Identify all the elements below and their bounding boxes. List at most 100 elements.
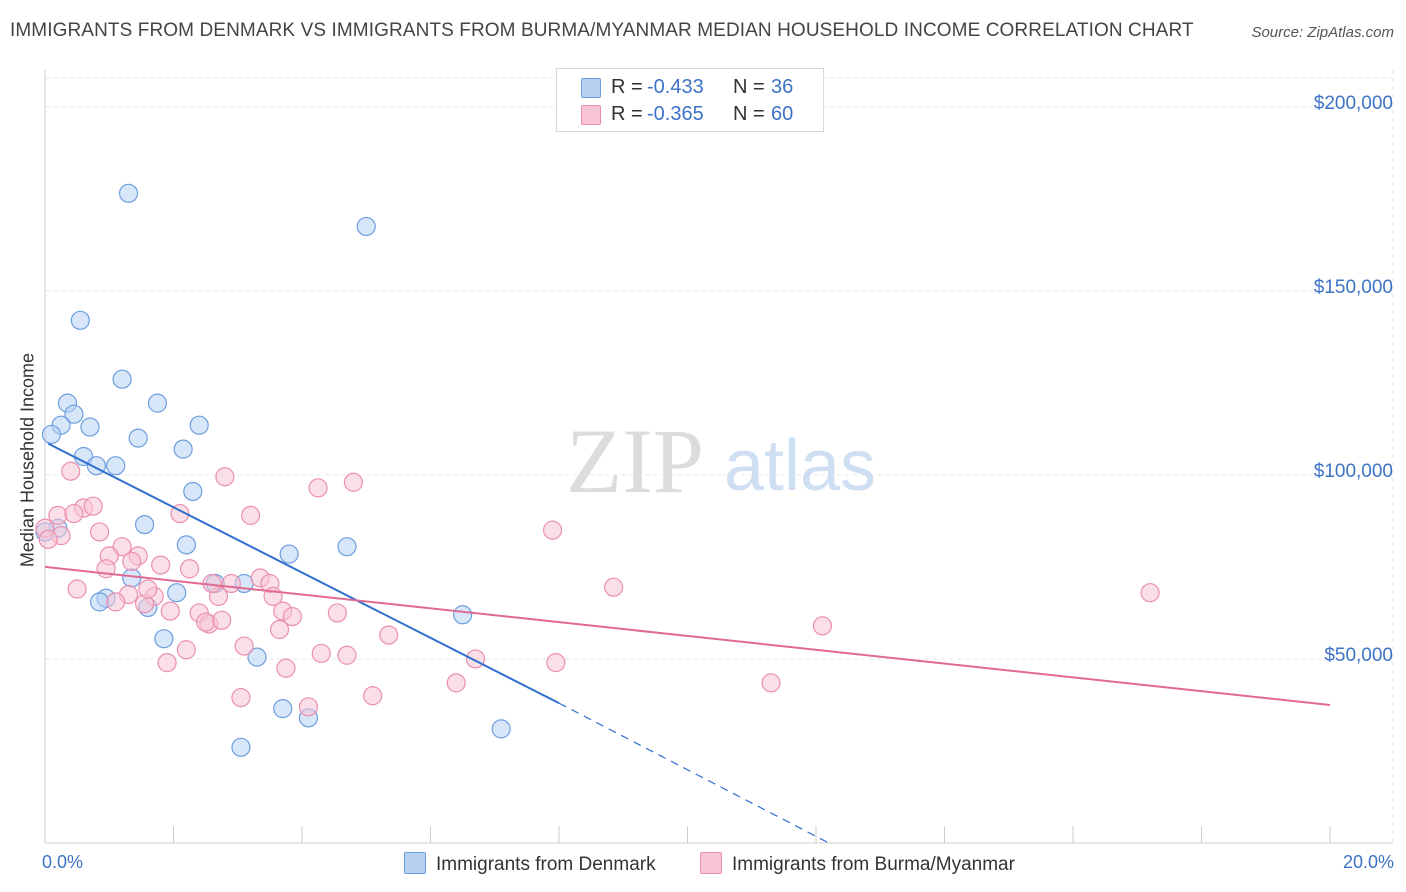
data-point <box>196 612 216 632</box>
data-point <box>356 216 376 237</box>
data-point <box>138 579 158 599</box>
trend-line-extension <box>558 702 830 844</box>
data-point <box>311 643 331 664</box>
data-point <box>231 737 251 757</box>
data-point <box>308 478 328 498</box>
x-tick-label-max: 20.0% <box>1342 852 1394 872</box>
data-point <box>61 461 81 481</box>
data-point <box>118 183 139 203</box>
data-point <box>80 417 100 437</box>
data-point <box>276 658 296 678</box>
data-point <box>269 619 290 640</box>
data-point <box>106 592 126 612</box>
n-label: N = <box>733 76 765 98</box>
data-point <box>67 579 87 599</box>
data-point <box>176 640 196 660</box>
series-denmark-points <box>35 183 511 757</box>
data-point <box>327 603 347 623</box>
data-point <box>491 719 511 739</box>
data-point <box>279 544 299 564</box>
trend-lines <box>44 442 1331 844</box>
data-point <box>38 529 58 549</box>
data-point <box>160 601 180 621</box>
data-point <box>212 610 232 630</box>
series-swatch-burma <box>700 852 722 874</box>
data-point <box>41 424 62 445</box>
data-point <box>183 481 203 502</box>
data-point <box>542 520 563 540</box>
legend-row-burma: R = -0.365 N = 60 <box>557 101 823 127</box>
series-name-burma: Immigrants from Burma/Myanmar <box>732 854 1015 875</box>
data-point <box>337 645 357 665</box>
n-value: 60 <box>771 103 794 125</box>
data-point <box>247 647 267 667</box>
data-point <box>343 472 363 492</box>
series-swatch-denmark <box>404 852 426 874</box>
data-point <box>465 649 486 669</box>
r-label: R = <box>611 76 643 98</box>
data-point <box>134 514 155 535</box>
r-value: -0.433 <box>647 76 704 98</box>
data-point <box>122 568 142 588</box>
series-legend-denmark: Immigrants from Denmark <box>404 852 656 876</box>
legend-swatch-denmark <box>581 78 601 98</box>
data-point <box>189 415 209 435</box>
stats-legend: R = -0.433 N = 36 R = -0.365 N = 60 <box>556 68 824 132</box>
data-point <box>363 686 383 706</box>
data-point <box>128 428 148 448</box>
data-point <box>151 555 171 575</box>
trend-line <box>44 565 1331 706</box>
data-point <box>154 629 174 649</box>
series-burma-points <box>35 461 1160 717</box>
data-point <box>812 616 833 636</box>
legend-row-denmark: R = -0.433 N = 36 <box>557 74 823 100</box>
data-point <box>90 592 110 612</box>
legend-swatch-burma <box>581 105 601 125</box>
data-point <box>157 653 177 673</box>
data-point <box>106 456 126 476</box>
data-point <box>379 625 399 645</box>
y-tick-label: $150,000 <box>1313 276 1393 298</box>
data-point <box>112 369 132 389</box>
data-point <box>64 503 84 524</box>
data-point <box>215 467 235 487</box>
y-tick-label: $50,000 <box>1324 644 1393 666</box>
data-point <box>453 605 473 625</box>
data-point <box>48 505 68 525</box>
data-point <box>90 522 110 542</box>
data-point <box>83 496 103 516</box>
r-value: -0.365 <box>647 103 704 125</box>
data-point <box>167 583 187 603</box>
n-value: 36 <box>771 76 794 98</box>
y-tick-label: $100,000 <box>1313 460 1393 482</box>
watermark-atlas: atlas <box>724 426 876 506</box>
gridlines <box>45 70 1394 843</box>
data-point <box>1140 583 1160 603</box>
data-point <box>147 393 168 413</box>
data-point <box>70 310 90 330</box>
n-label: N = <box>733 103 765 125</box>
trend-line <box>47 442 560 705</box>
data-point <box>761 673 781 693</box>
data-point <box>241 505 261 525</box>
data-point <box>64 404 84 424</box>
data-point <box>298 697 319 717</box>
data-point <box>173 439 193 459</box>
data-point <box>176 535 196 555</box>
source-credit: Source: ZipAtlas.com <box>1251 24 1394 41</box>
data-point <box>273 699 293 719</box>
data-point <box>179 559 200 579</box>
data-point <box>604 577 624 597</box>
data-point <box>282 607 302 627</box>
data-point <box>546 653 566 673</box>
x-axis <box>44 70 1393 844</box>
x-tick-label-min: 0.0% <box>42 852 84 872</box>
y-axis-label: Median Household Income <box>17 352 38 568</box>
data-point <box>221 573 241 594</box>
series-name-denmark: Immigrants from Denmark <box>436 854 656 875</box>
y-tick-label: $200,000 <box>1313 92 1393 114</box>
data-points <box>35 183 1160 757</box>
data-point <box>337 537 357 557</box>
data-point <box>231 688 251 708</box>
